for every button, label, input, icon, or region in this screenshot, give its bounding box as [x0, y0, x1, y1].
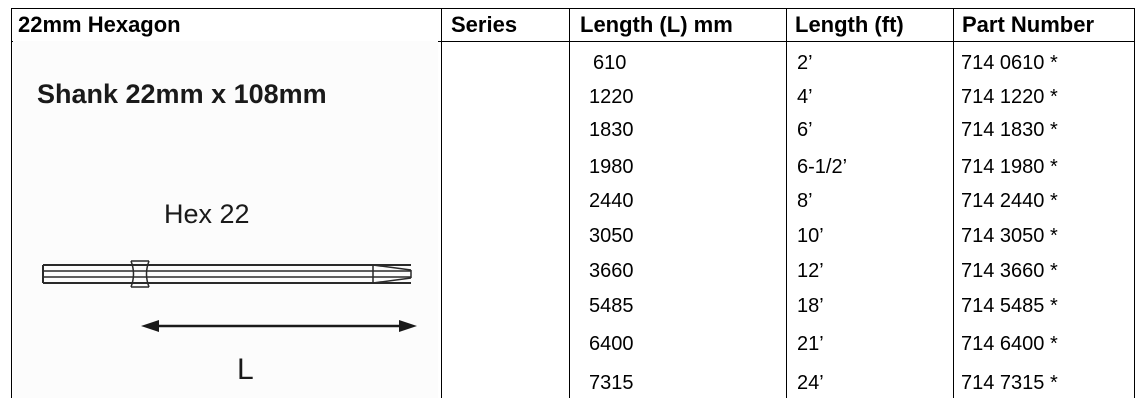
length-ft-cell: 4’: [797, 86, 813, 108]
column-border-series: [441, 8, 442, 398]
part-number-cell: 714 1830 *: [961, 119, 1058, 141]
column-border-length-mm: [569, 8, 570, 398]
column-border-left: [11, 8, 12, 398]
length-mm-cell: 610: [593, 52, 627, 74]
length-mm-cell: 3050: [589, 225, 634, 247]
header-part-number: Part Number: [962, 12, 1095, 37]
header-length-mm: Length (L) mm: [580, 12, 733, 37]
length-mm-cell: 2440: [589, 190, 634, 212]
header-length-ft: Length (ft): [795, 12, 904, 37]
length-ft-cell: 12’: [797, 260, 824, 282]
length-mm-cell: 1830: [589, 119, 634, 141]
part-number-cell: 714 0610 *: [961, 52, 1058, 74]
length-ft-cell: 18’: [797, 295, 824, 317]
shank-title: Shank 22mm x 108mm: [37, 79, 327, 109]
length-ft-cell: 21’: [797, 333, 824, 355]
length-mm-cell: 6400: [589, 333, 634, 355]
length-mm-cell: 1220: [589, 86, 634, 108]
length-ft-cell: 10’: [797, 225, 824, 247]
part-number-cell: 714 6400 *: [961, 333, 1058, 355]
length-symbol: L: [237, 353, 254, 386]
header-product: 22mm Hexagon: [18, 12, 181, 37]
length-ft-cell: 8’: [797, 190, 813, 212]
length-mm-cell: 7315: [589, 372, 634, 394]
column-border-length-ft: [786, 8, 787, 398]
header-series: Series: [451, 12, 518, 37]
column-border-right: [1134, 8, 1135, 398]
part-number-cell: 714 7315 *: [961, 372, 1058, 394]
length-mm-cell: 3660: [589, 260, 634, 282]
length-ft-cell: 6’: [797, 119, 813, 141]
part-number-cell: 714 3660 *: [961, 260, 1058, 282]
product-image: Shank 22mm x 108mm Hex 22 L: [13, 41, 438, 398]
hex-label: Hex 22: [164, 199, 250, 229]
part-number-cell: 714 3050 *: [961, 225, 1058, 247]
length-ft-cell: 2’: [797, 52, 813, 74]
header-bottom-border: [11, 41, 1135, 42]
part-number-cell: 714 5485 *: [961, 295, 1058, 317]
part-number-cell: 714 1980 *: [961, 156, 1058, 178]
part-number-cell: 714 2440 *: [961, 190, 1058, 212]
length-ft-cell: 6-1/2’: [797, 156, 848, 178]
table-top-border: [11, 8, 1135, 9]
column-border-part: [953, 8, 954, 398]
length-ft-cell: 24’: [797, 372, 824, 394]
part-number-cell: 714 1220 *: [961, 86, 1058, 108]
drill-rod-drawing: [42, 260, 417, 332]
length-mm-cell: 5485: [589, 295, 634, 317]
length-mm-cell: 1980: [589, 156, 634, 178]
